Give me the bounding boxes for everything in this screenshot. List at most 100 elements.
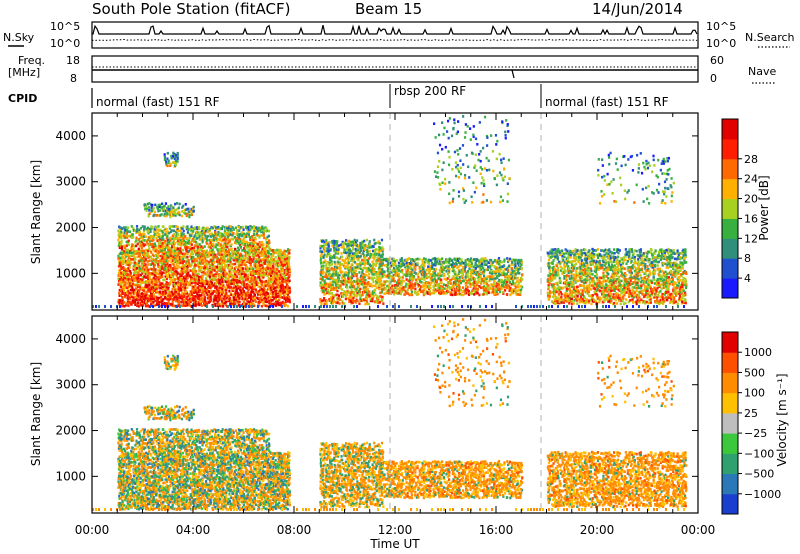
power-echo-cell [158,260,161,263]
power-echo-cell [143,296,146,299]
power-echo-cell [414,265,417,268]
power-echo-cell [169,248,173,252]
power-echo-cell [158,240,161,244]
power-echo-cell [127,234,131,238]
power-echo-cell [229,285,233,289]
power-echo-cell [166,206,169,210]
power-echo-cell [156,299,160,303]
beam-label: Beam 15 [355,0,422,18]
power-echo-cell [273,286,276,290]
power-echo-cell [272,293,275,297]
power-echo-cell [335,256,338,259]
power-echo-cell [248,267,252,271]
power-echo-cell [279,282,282,285]
power-echo-cell [202,286,205,290]
power-echo-cell [182,229,185,233]
power-echo-cell [181,282,184,285]
power-echo-cell [324,259,327,263]
power-echo-cell [236,246,240,250]
power-echo-cell [150,299,153,303]
power-echo-cell [181,300,184,303]
power-echo-cell [239,252,243,256]
power-echo-cell [215,299,218,302]
power-echo-cell [150,302,153,306]
power-echo-cell [121,297,124,300]
power-echo-cell [378,274,381,278]
power-echo-cell [121,285,125,289]
power-echo-cell [280,289,283,293]
power-echo-cell [161,275,164,279]
power-echo-cell [187,261,191,265]
power-echo-cell [173,257,176,261]
power-echo-cell [193,260,196,264]
power-echo-cell [251,240,254,244]
power-echo-cell [268,277,271,280]
power-echo-cell [338,274,341,277]
power-echo-cell [332,272,335,276]
power-echo-cell [225,292,228,295]
power-echo-cell [201,238,204,242]
power-echo-cell [264,304,267,308]
power-echo-cell [247,301,250,305]
power-echo-cell [234,226,237,230]
power-echo-cell [200,247,203,251]
power-echo-cell [123,295,127,299]
power-echo-cell [171,262,174,265]
power-echo-cell [260,304,264,308]
power-echo-cell [208,268,212,272]
power-echo-cell [159,261,162,264]
power-echo-cell [126,300,130,304]
power-echo-cell [288,251,291,255]
power-echo-cell [142,286,145,290]
power-echo-cell [202,289,205,292]
freq-unit: [MHz] [8,66,40,79]
power-echo-cell [352,285,356,289]
power-echo-cell [254,288,257,291]
power-echo-cell [201,233,204,236]
power-echo-cell [135,236,138,240]
power-echo-cell [173,157,176,161]
power-echo-cell [245,240,249,244]
power-echo-cell [154,246,157,250]
power-echo-cell [166,266,169,269]
power-echo-cell [146,274,149,277]
power-echo-cell [203,272,206,275]
power-echo-cell [202,230,205,234]
power-echo-cell [334,300,337,304]
power-echo-cell [368,272,371,276]
power-echo-cell [203,268,206,272]
power-echo-cell [262,303,265,306]
power-echo-cell [247,267,250,271]
power-echo-cell [192,304,195,307]
power-echo-cell [269,279,272,283]
power-echo-cell [204,300,207,304]
power-echo-cell [424,257,427,261]
power-echo-cell [168,242,171,246]
power-echo-cell [426,291,429,294]
power-echo-cell [176,272,179,275]
power-echo-cell [208,229,211,233]
power-echo-cell [230,247,233,251]
power-echo-cell [150,263,153,267]
power-echo-cell [261,253,264,257]
power-echo-cell [324,292,327,296]
power-echo-cell [137,247,140,251]
freq-tick-bottom: 8 [70,72,77,85]
power-echo-cell [236,294,240,298]
power-echo-cell [138,254,141,257]
power-echo-cell [174,285,177,288]
power-echo-cell [166,275,169,279]
power-echo-cell [276,290,279,294]
power-echo-cell [263,262,267,265]
power-echo-cell [125,267,129,271]
power-echo-cell [245,235,248,239]
power-echo-cell [274,256,277,259]
power-echo-cell [190,293,194,297]
power-echo-cell [249,243,252,247]
power-echo-cell [413,284,417,288]
power-echo-cell [129,295,132,299]
power-echo-cell [198,268,201,271]
power-echo-cell [193,238,196,242]
power-echo-cell [255,278,258,281]
power-echo-cell [223,248,226,252]
